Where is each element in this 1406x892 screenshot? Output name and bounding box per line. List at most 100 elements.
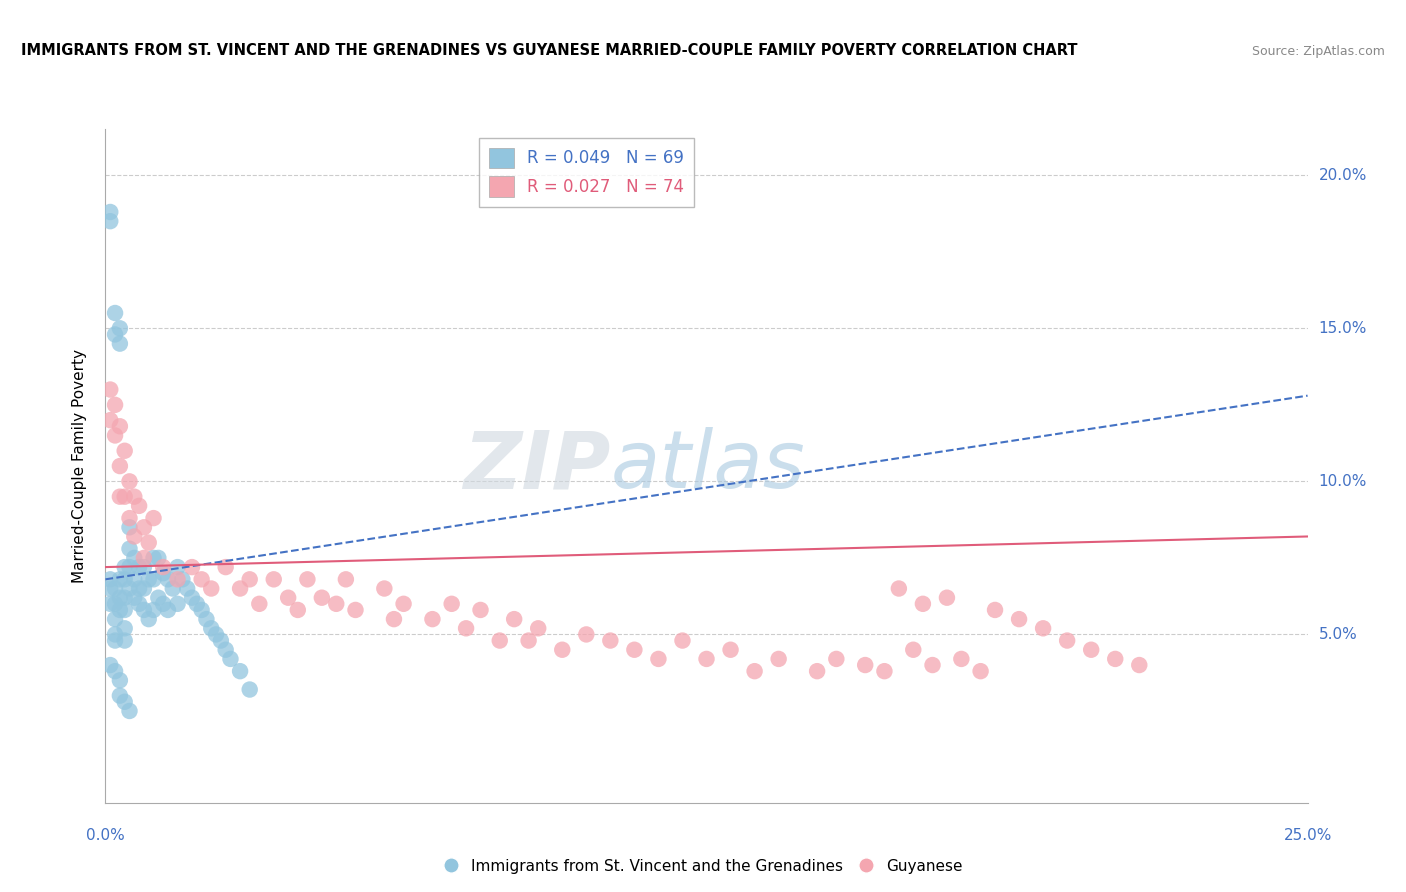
Point [1008,612,1031,626]
Point [470,603,492,617]
Point [950,652,973,666]
Point [108,459,131,474]
Point [138,572,160,586]
Point [114,695,136,709]
Point [806,664,828,678]
Point [671,633,693,648]
Point [98,214,121,228]
Point [104,627,127,641]
Point [162,582,184,596]
Point [647,652,669,666]
Point [124,490,146,504]
Point [128,597,150,611]
Point [214,560,236,574]
Point [176,582,198,596]
Text: IMMIGRANTS FROM ST. VINCENT AND THE GRENADINES VS GUYANESE MARRIED-COUPLE FAMILY: IMMIGRANTS FROM ST. VINCENT AND THE GREN… [21,43,1077,58]
Point [118,475,141,489]
Point [551,642,574,657]
Point [104,597,127,611]
Point [527,621,550,635]
Point [911,597,934,611]
Point [984,603,1007,617]
Point [229,582,252,596]
Point [108,591,131,605]
Point [696,652,718,666]
Point [599,633,621,648]
Point [181,591,204,605]
Point [325,597,347,611]
Point [720,642,742,657]
Legend: R = 0.049   N = 69, R = 0.027   N = 74: R = 0.049 N = 69, R = 0.027 N = 74 [478,137,695,207]
Point [104,612,127,626]
Point [104,398,127,412]
Point [108,336,131,351]
Point [132,520,155,534]
Point [104,327,127,342]
Point [98,383,121,397]
Point [114,490,136,504]
Point [142,603,165,617]
Point [344,603,367,617]
Point [335,572,357,586]
Point [575,627,598,641]
Point [108,321,131,335]
Point [873,664,896,678]
Point [156,603,179,617]
Point [124,591,146,605]
Point [229,664,252,678]
Point [108,490,131,504]
Point [118,511,141,525]
Point [98,413,121,427]
Point [744,664,766,678]
Point [138,535,160,549]
Point [1032,621,1054,635]
Point [142,572,165,586]
Point [247,597,270,611]
Point [98,597,121,611]
Point [172,572,194,586]
Point [936,591,959,605]
Point [118,704,141,718]
Text: 0.0%: 0.0% [86,828,125,843]
Point [373,582,395,596]
Point [166,597,188,611]
Point [853,658,876,673]
Point [104,428,127,442]
Point [114,572,136,586]
Point [128,560,150,574]
Point [239,572,262,586]
Point [152,566,174,581]
Point [118,582,141,596]
Point [1104,652,1126,666]
Point [98,572,121,586]
Point [768,652,790,666]
Text: Source: ZipAtlas.com: Source: ZipAtlas.com [1251,45,1385,58]
Legend: Immigrants from St. Vincent and the Grenadines, Guyanese: Immigrants from St. Vincent and the Gren… [437,853,969,880]
Point [488,633,510,648]
Point [108,689,131,703]
Point [623,642,645,657]
Point [1080,642,1102,657]
Point [104,664,127,678]
Text: 25.0%: 25.0% [1284,828,1331,843]
Point [422,612,444,626]
Point [205,627,228,641]
Point [104,633,127,648]
Point [114,603,136,617]
Point [114,591,136,605]
Point [190,603,212,617]
Point [921,658,943,673]
Point [209,633,232,648]
Point [887,582,910,596]
Point [114,621,136,635]
Point [825,652,848,666]
Point [128,499,150,513]
Point [503,612,526,626]
Point [440,597,463,611]
Point [166,572,188,586]
Point [108,673,131,688]
Point [156,572,179,586]
Point [190,572,212,586]
Point [200,582,222,596]
Point [1056,633,1078,648]
